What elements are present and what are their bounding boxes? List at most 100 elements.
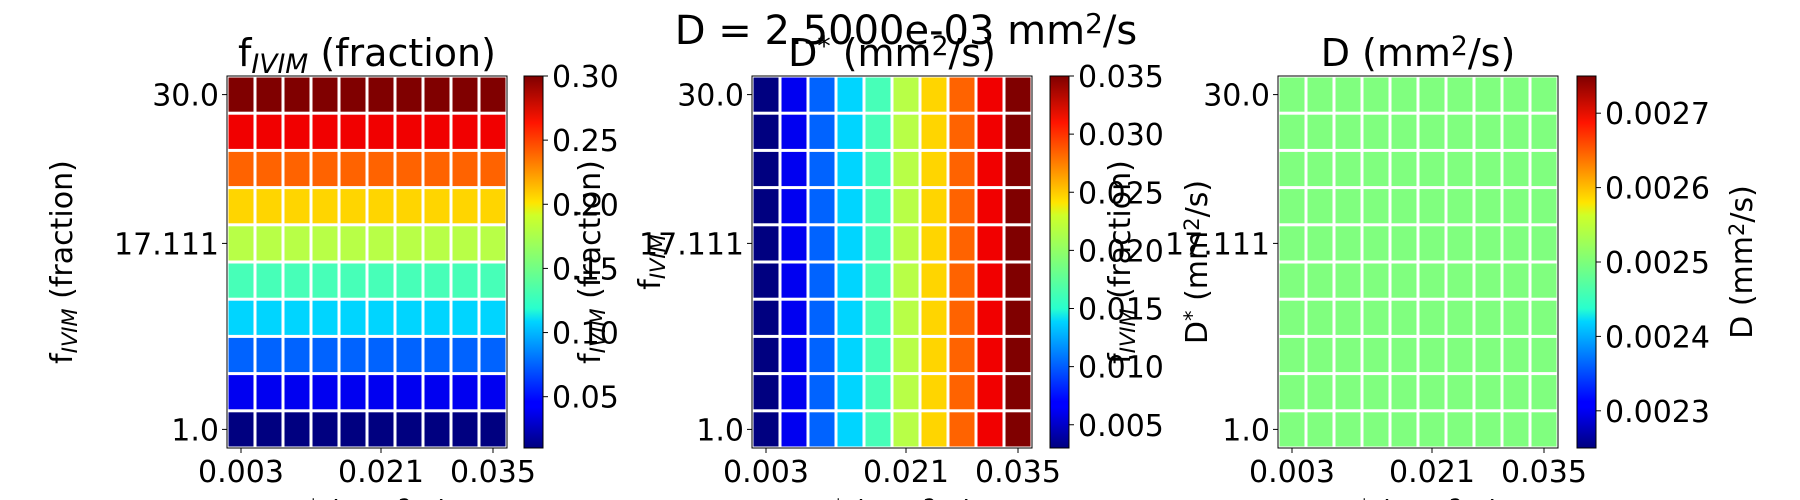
heatmap-cell [1363, 263, 1389, 298]
heatmap-cell [452, 300, 478, 335]
heatmap-cell [228, 189, 254, 224]
heatmap-cell [921, 114, 947, 149]
heatmap-cell [1447, 77, 1473, 112]
heatmap-cell [256, 151, 282, 187]
text-part: f [573, 352, 608, 364]
heatmap-cell [1005, 375, 1031, 410]
heatmap-cell [753, 151, 779, 187]
heatmap-cell [837, 77, 863, 112]
heatmap-cell [1335, 151, 1361, 187]
heatmap-cell [340, 151, 366, 187]
x-axis-label: D* (mm2/s) [1336, 495, 1500, 500]
heatmap-cell [949, 412, 975, 447]
colorbar-label: fIVIM (fraction) [1103, 160, 1140, 364]
text-part: 2 [1449, 495, 1462, 500]
heatmap-cell [452, 226, 478, 261]
text-part: 2 [1180, 217, 1204, 230]
text-part: 2 [1451, 31, 1468, 62]
x-tick-label: 0.035 [975, 455, 1061, 490]
heatmap-cell [865, 337, 891, 373]
heatmap-cell [1335, 263, 1361, 298]
text-part: f [1103, 352, 1138, 364]
heatmap-cell [1503, 300, 1529, 335]
heatmap-cell [1363, 114, 1389, 149]
x-tick-label: 0.021 [863, 455, 949, 490]
heatmap-cell [1447, 151, 1473, 187]
heatmap-cell [1279, 77, 1305, 112]
text-part: 2 [1085, 7, 1103, 40]
heatmap-cell [480, 189, 506, 224]
heatmap-cell [1419, 77, 1445, 112]
heatmap-cell [368, 412, 394, 447]
heatmap-cell [1363, 337, 1389, 373]
heatmap-cell [949, 151, 975, 187]
heatmap-cell [312, 189, 338, 224]
heatmap-cell [1363, 226, 1389, 261]
heatmap-cell [1475, 189, 1501, 224]
heatmap-cell [256, 337, 282, 373]
heatmap-cell [284, 77, 310, 112]
heatmap-cell [396, 300, 422, 335]
heatmap-cell [1531, 77, 1557, 112]
heatmap-cell [1363, 375, 1389, 410]
heatmap-cell [1475, 263, 1501, 298]
heatmap-cell [1391, 300, 1417, 335]
heatmap-cell [893, 412, 919, 447]
text-part: D = 2.5000e-03 mm [675, 8, 1085, 54]
heatmap-cell [865, 263, 891, 298]
heatmap-cell [921, 226, 947, 261]
text-part: /s) [1180, 180, 1215, 217]
text-part: * [308, 495, 319, 500]
heatmap-cell [837, 300, 863, 335]
heatmap-cell [809, 300, 835, 335]
heatmap-cell [1419, 412, 1445, 447]
text-part: /s) [1725, 185, 1760, 222]
heatmap-cell [424, 114, 450, 149]
heatmap-cell [228, 300, 254, 335]
heatmap-cell [1475, 151, 1501, 187]
text-part: 2 [1725, 223, 1749, 236]
heatmap-cell [1531, 114, 1557, 149]
heatmap-cell [781, 300, 807, 335]
heatmap-cell [977, 151, 1003, 187]
heatmap-cell [977, 412, 1003, 447]
heatmap-cell [1005, 189, 1031, 224]
text-part: D [810, 495, 833, 500]
text-part: * [1359, 495, 1370, 500]
heatmap-cell [1475, 114, 1501, 149]
heatmap-cell [1475, 412, 1501, 447]
text-part: /s) [948, 31, 995, 75]
heatmap-cell [424, 263, 450, 298]
colorbar-tick-label: 0.0026 [1605, 172, 1710, 207]
y-tick-label: 1.0 [1222, 413, 1270, 448]
heatmap-cell [921, 375, 947, 410]
heatmap-cell [1503, 375, 1529, 410]
heatmap-cell [396, 151, 422, 187]
heatmap-cell [228, 375, 254, 410]
heatmap-cell [396, 337, 422, 373]
heatmap-cell [312, 77, 338, 112]
colorbar-tick-label: 0.0024 [1605, 320, 1710, 355]
heatmap-cell [256, 300, 282, 335]
heatmap-cell [893, 114, 919, 149]
heatmap-cell [1363, 189, 1389, 224]
heatmap-cell [1363, 412, 1389, 447]
heatmap-cell [1503, 151, 1529, 187]
x-tick-label: 0.021 [338, 455, 424, 490]
heatmap-cell [753, 337, 779, 373]
text-part: f [633, 278, 668, 290]
text-part: IVIM [58, 308, 82, 353]
y-axis-label: fIVIM [633, 234, 670, 289]
heatmap-cell [312, 412, 338, 447]
heatmap-cell [284, 189, 310, 224]
heatmap-cell [1419, 300, 1445, 335]
heatmap-cell [312, 263, 338, 298]
heatmap-cell [809, 412, 835, 447]
heatmap-cell [1503, 226, 1529, 261]
heatmap-cell [368, 300, 394, 335]
heatmap-cell [340, 412, 366, 447]
heatmap-cell [893, 226, 919, 261]
text-part: * [1180, 310, 1204, 321]
heatmap-cell [396, 114, 422, 149]
